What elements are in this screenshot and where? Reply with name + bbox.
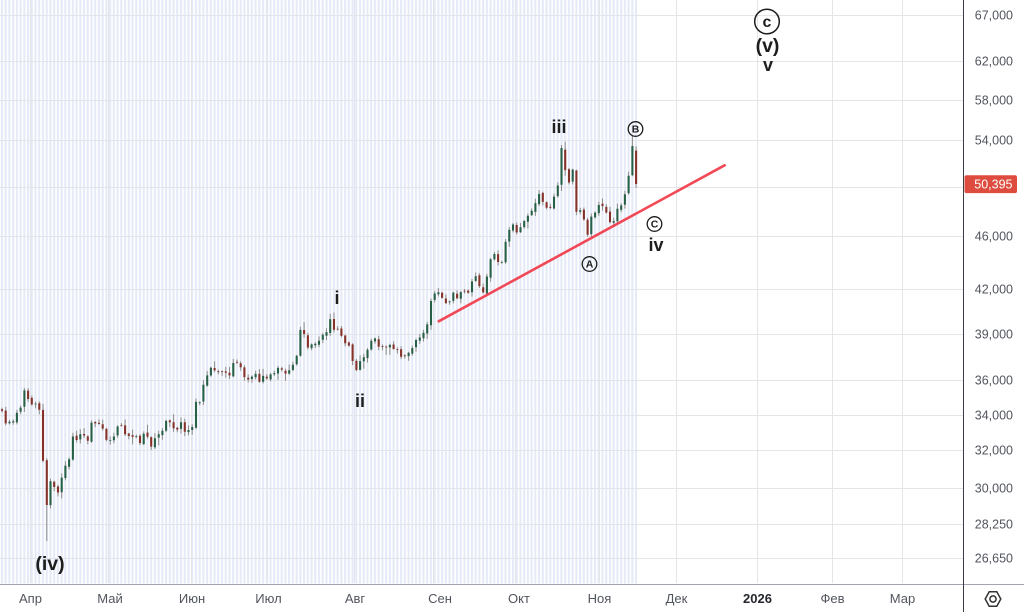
svg-text:Апр: Апр [19, 591, 42, 606]
svg-text:58,000: 58,000 [975, 94, 1013, 108]
svg-text:32,000: 32,000 [975, 444, 1013, 458]
svg-text:Ноя: Ноя [588, 591, 612, 606]
svg-text:i: i [334, 288, 339, 308]
svg-text:26,650: 26,650 [975, 552, 1013, 566]
svg-text:(v): (v) [756, 35, 780, 57]
svg-text:Июл: Июл [255, 591, 281, 606]
svg-text:Мар: Мар [890, 591, 915, 606]
svg-text:Май: Май [97, 591, 122, 606]
svg-text:28,250: 28,250 [975, 518, 1013, 532]
svg-text:iii: iii [551, 117, 566, 137]
svg-text:50,395: 50,395 [974, 178, 1012, 192]
svg-text:30,000: 30,000 [975, 482, 1013, 496]
svg-text:Дек: Дек [666, 591, 688, 606]
svg-text:ii: ii [355, 391, 365, 411]
svg-text:Авг: Авг [345, 591, 366, 606]
svg-text:2026: 2026 [743, 591, 772, 606]
svg-text:39,000: 39,000 [975, 328, 1013, 342]
svg-text:46,000: 46,000 [975, 230, 1013, 244]
svg-text:42,000: 42,000 [975, 283, 1013, 297]
svg-text:54,000: 54,000 [975, 134, 1013, 148]
svg-text:62,000: 62,000 [975, 55, 1013, 69]
svg-text:Фев: Фев [820, 591, 844, 606]
svg-text:36,000: 36,000 [975, 374, 1013, 388]
svg-text:v: v [763, 55, 773, 75]
svg-text:(iv): (iv) [35, 553, 64, 575]
svg-text:Июн: Июн [179, 591, 205, 606]
svg-text:Сен: Сен [428, 591, 452, 606]
svg-text:C: C [651, 219, 659, 231]
svg-text:c: c [763, 14, 772, 31]
svg-text:67,000: 67,000 [975, 9, 1013, 23]
svg-text:Окт: Окт [508, 591, 530, 606]
svg-text:B: B [632, 124, 640, 136]
svg-text:A: A [586, 259, 594, 271]
svg-text:iv: iv [648, 235, 663, 255]
svg-text:34,000: 34,000 [975, 409, 1013, 423]
